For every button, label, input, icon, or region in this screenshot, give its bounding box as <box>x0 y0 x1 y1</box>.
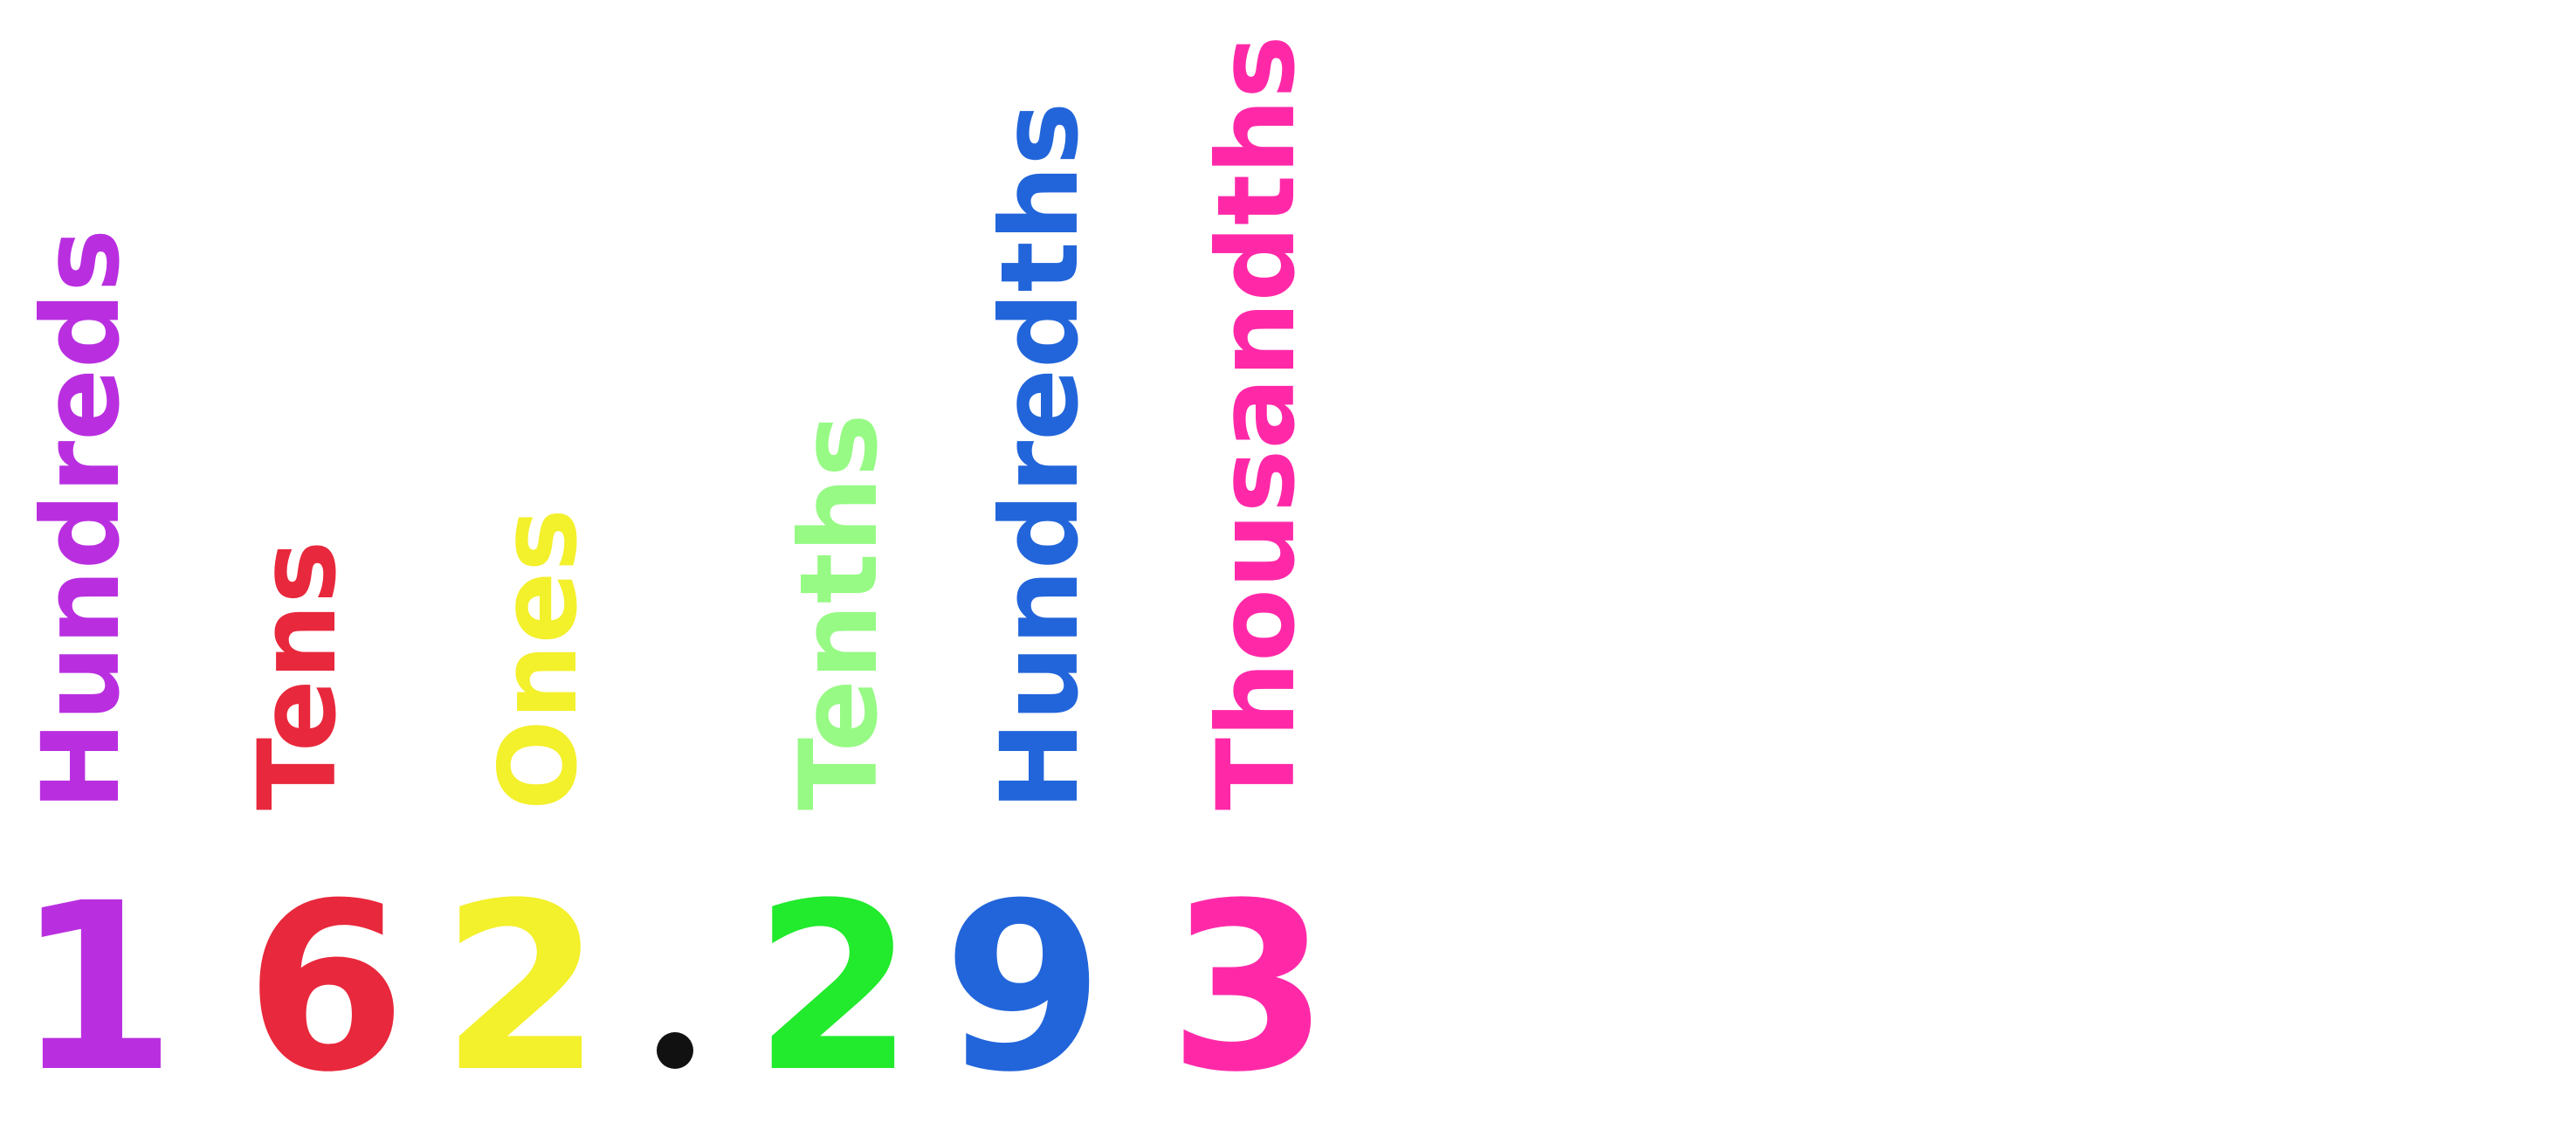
label-ones: Ones <box>477 508 601 810</box>
digit-hundreds: 1 <box>15 854 177 1123</box>
label-tens: Tens <box>236 540 360 810</box>
label-thousandths: Thousandths <box>1195 35 1319 810</box>
label-hundredths: Hundredths <box>978 101 1102 810</box>
label-tenths: Tenths <box>777 413 901 810</box>
digit-tenths: 2 <box>753 854 915 1123</box>
digit-hundredths: 9 <box>942 854 1105 1123</box>
digit-ones: 2 <box>440 854 603 1123</box>
digit-tens: 6 <box>245 854 407 1123</box>
digit-thousandths: 3 <box>1167 854 1330 1123</box>
label-hundreds: Hundreds <box>19 229 143 810</box>
decimal-point <box>657 1032 693 1069</box>
